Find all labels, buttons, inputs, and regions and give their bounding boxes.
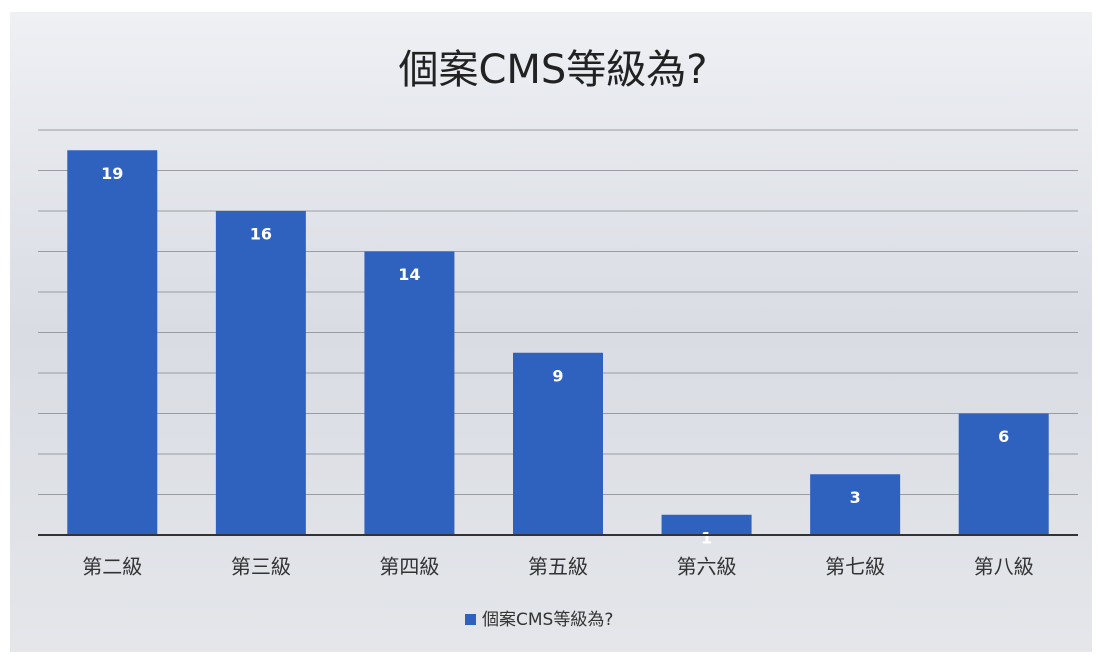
data-label: 16 [250, 225, 272, 244]
data-label: 9 [552, 366, 563, 385]
bar [810, 474, 901, 535]
data-label: 14 [398, 265, 420, 284]
data-label: 6 [998, 427, 1009, 446]
legend-label: 個案CMS等級為? [482, 610, 613, 630]
x-tick-label: 第五級 [528, 555, 588, 579]
bar [364, 251, 455, 535]
x-tick-label: 第六級 [677, 555, 737, 579]
x-tick-label: 第七級 [825, 555, 885, 579]
data-label: 1 [701, 528, 712, 547]
x-tick-label: 第二級 [82, 555, 142, 579]
data-label: 3 [850, 488, 861, 507]
bar [661, 514, 752, 535]
x-tick-label: 第三級 [231, 555, 291, 579]
data-label: 19 [101, 164, 123, 183]
x-tick-label: 第四級 [379, 555, 439, 579]
bar [958, 413, 1049, 535]
bar [513, 352, 603, 535]
x-tick-label: 第八級 [974, 555, 1034, 579]
bar [215, 211, 306, 535]
chart-title: 個案CMS等級為? [398, 47, 707, 93]
bar [67, 150, 158, 535]
legend-swatch [465, 614, 476, 625]
